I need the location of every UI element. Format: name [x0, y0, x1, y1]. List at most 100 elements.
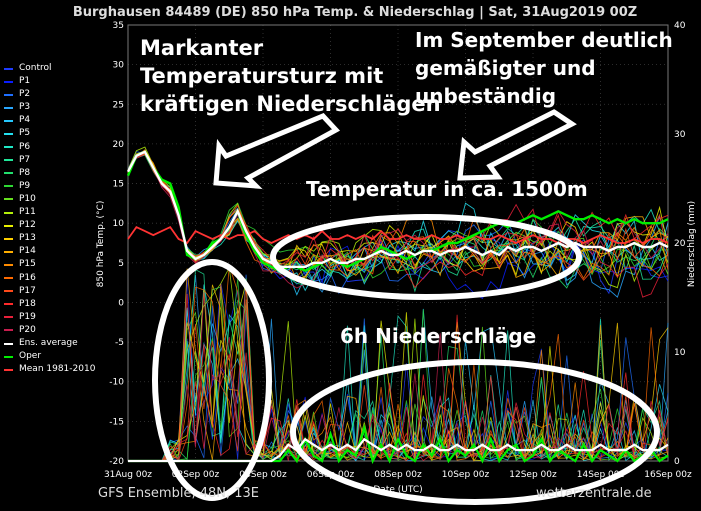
member-precip-line — [128, 299, 669, 462]
legend-item: P10 — [4, 193, 95, 206]
legend-item: P6 — [4, 141, 95, 154]
legend-swatch — [4, 211, 13, 214]
legend-item: P5 — [4, 127, 95, 140]
main-series — [126, 150, 669, 465]
legend-label: P6 — [19, 141, 31, 152]
x-tick-label: 04Sep 00z — [239, 470, 287, 480]
legend-item: P2 — [4, 88, 95, 101]
member-precip-line — [128, 282, 669, 462]
legend-item: Mean 1981-2010 — [4, 363, 95, 376]
y-tick-labels: 35 30 25 20 15 10 5 0 -5 -10 -15 -20 — [109, 21, 124, 467]
legend-label: P10 — [19, 193, 36, 204]
legend-label: P3 — [19, 102, 31, 113]
legend-label: P18 — [19, 298, 36, 309]
legend-label: P8 — [19, 167, 31, 178]
ellipse-temperature — [270, 214, 582, 300]
y-tick-label: 35 — [113, 21, 124, 31]
y-tick-label: 10 — [113, 219, 125, 229]
legend-swatch — [4, 93, 13, 96]
legend-label: P16 — [19, 272, 36, 283]
y2-tick-labels: 40 30 20 10 0 — [674, 21, 686, 467]
annotation-temp-label: Temperatur in ca. 1500m — [306, 177, 588, 201]
legend-label: P13 — [19, 233, 36, 244]
legend-item: Oper — [4, 350, 95, 363]
legend-swatch — [4, 303, 13, 306]
legend-swatch — [4, 316, 13, 319]
legend-item: P8 — [4, 167, 95, 180]
legend-swatch — [4, 355, 13, 358]
legend-swatch — [4, 106, 13, 109]
arrow-left — [213, 113, 341, 189]
legend-item: P1 — [4, 75, 95, 88]
legend-label: Ens. average — [19, 337, 78, 348]
chart-title: Burghausen 84489 (DE) 850 hPa Temp. & Ni… — [73, 5, 637, 20]
legend-label: P1 — [19, 76, 31, 87]
member-precip-line — [128, 283, 669, 462]
legend-item: P4 — [4, 114, 95, 127]
member-precip-line — [128, 313, 669, 462]
legend-swatch — [4, 237, 13, 240]
legend-label: P4 — [19, 115, 31, 126]
mean-1981-2010-line — [127, 225, 669, 245]
legend-swatch — [4, 198, 13, 201]
legend-label: P15 — [19, 259, 36, 270]
y2-tick-label: 10 — [674, 348, 686, 358]
y2-tick-label: 30 — [674, 130, 686, 140]
y-tick-label: -20 — [109, 457, 124, 467]
legend-item: Ens. average — [4, 337, 95, 350]
legend-label: P2 — [19, 89, 31, 100]
legend-label: P11 — [19, 207, 36, 218]
y-axis-label: 850 hPa Temp. (°C) — [96, 201, 106, 288]
legend-item: P19 — [4, 311, 95, 324]
annotation-overlay — [152, 109, 660, 505]
legend-swatch — [4, 146, 13, 149]
annotation-precip-label: 6h Niederschläge — [340, 324, 537, 348]
y-tick-label: 20 — [113, 140, 125, 150]
x-axis-label: Date (UTC) — [373, 485, 422, 495]
annotation-left-title-3: kräftigen Niederschlägen — [140, 92, 441, 116]
member-temp-line — [127, 149, 669, 300]
legend-item: P9 — [4, 180, 95, 193]
y-tick-label: 15 — [113, 180, 124, 190]
arrow-right — [457, 109, 577, 181]
y2-axis-label: Niederschlag (mm) — [687, 201, 697, 287]
legend-item: P17 — [4, 285, 95, 298]
y2-tick-label: 40 — [674, 21, 686, 31]
annotation-left-title-2: Temperatursturz mit — [140, 64, 384, 88]
legend-label: Control — [19, 63, 52, 73]
legend-swatch — [4, 159, 13, 162]
y-tick-label: -10 — [109, 378, 124, 388]
legend-label: P17 — [19, 285, 36, 296]
legend-swatch — [4, 329, 13, 332]
legend-label: P14 — [19, 246, 36, 257]
legend-item: P12 — [4, 219, 95, 232]
legend-label: P12 — [19, 220, 36, 231]
legend-item: P18 — [4, 298, 95, 311]
y-tick-label: -5 — [115, 338, 124, 348]
x-tick-label: 02Sep 00z — [172, 470, 220, 480]
y2-tick-label: 20 — [674, 239, 686, 249]
x-tick-label: 16Sep 00z — [644, 470, 692, 480]
y2-tick-label: 0 — [674, 457, 680, 467]
legend-item: P13 — [4, 232, 95, 245]
legend-label: Mean 1981-2010 — [19, 364, 96, 375]
x-tick-label: 08Sep 00z — [374, 470, 422, 480]
x-tick-label: 31Aug 00z — [104, 470, 152, 480]
legend-swatch — [4, 80, 13, 83]
legend-swatch — [4, 133, 13, 136]
legend-label: P20 — [19, 324, 36, 335]
legend-item: P15 — [4, 258, 95, 271]
annotation-right-title-1: Im September deutlich — [415, 28, 673, 52]
legend-item: P11 — [4, 206, 95, 219]
annotation-right-title-2: gemäßigter und — [415, 56, 596, 80]
ens-average-precip-line — [128, 437, 669, 463]
legend: Control P1 P2 P3 P4 P5 P6 P7 P8 P9 P10 P11 P12 P13 P14… — [4, 62, 95, 376]
legend-swatch — [4, 67, 13, 70]
legend-swatch — [4, 172, 13, 175]
legend-swatch — [4, 342, 13, 345]
legend-item: P3 — [4, 101, 95, 114]
y-tick-label: 5 — [118, 259, 124, 269]
legend-swatch — [4, 250, 13, 253]
legend-label: P5 — [19, 128, 31, 139]
